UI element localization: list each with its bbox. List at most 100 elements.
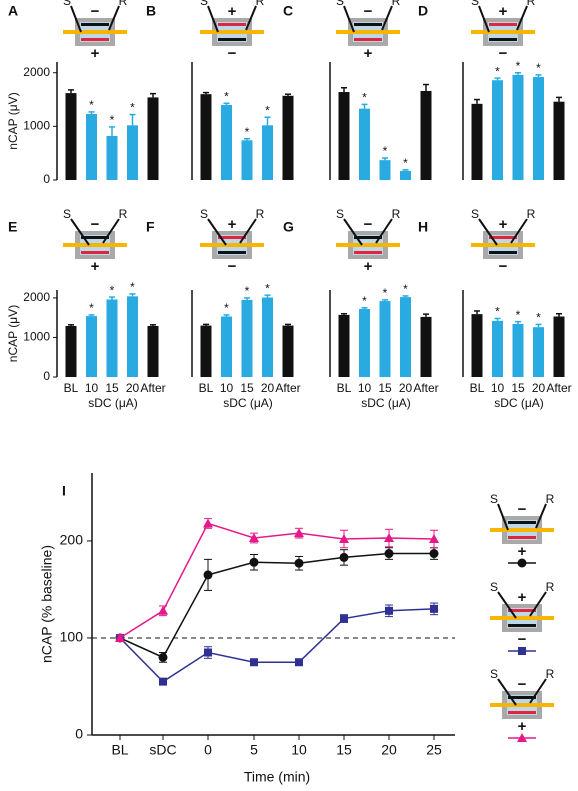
significance: * [245,125,250,139]
series-line [119,522,435,639]
polarity: − [499,45,508,62]
x-axis-label: sDC (μA) [494,396,544,410]
electrode-plate [489,251,517,254]
bar [553,316,565,377]
bar [420,90,432,180]
electrode-plate [218,236,246,239]
electrode-s: S [63,0,71,8]
x-tick-label: 15 [511,381,525,395]
rec-electrode [516,5,528,31]
panel-label: E [8,219,17,235]
significance: * [495,305,500,319]
stim-electrode [497,678,517,706]
nerve [336,243,400,247]
series-line [119,552,434,659]
x-tick-label: 15 [378,381,392,395]
bar [492,320,503,377]
polarity: − [91,3,100,20]
x-axis-label: sDC (μA) [223,396,273,410]
significance: * [265,281,270,295]
stim-electrode [70,218,90,246]
polarity: − [364,3,373,20]
marker [295,658,303,667]
electrode-plate [489,38,517,41]
nerve [471,243,535,247]
electrode-plate [354,38,382,41]
y-axis-label: nCAP (μV) [6,92,20,149]
rec-electrode [510,218,528,244]
electrode-plate [81,251,109,254]
bar [241,140,253,180]
electrode-s: S [200,0,208,8]
electrode-plate [508,609,536,612]
stim-electrode [343,218,363,246]
x-tick-label: 10 [358,381,372,395]
bar [512,324,524,377]
y-tick-label: 2000 [23,65,50,79]
x-tick-label: 20 [126,381,140,395]
marker [203,518,213,528]
electrode-s: S [471,207,479,221]
y-axis-label: nCAP (% baseline) [39,545,55,663]
significance: * [516,59,521,73]
electrode-r: R [546,492,555,506]
electrode-r: R [527,207,536,221]
x-tick-label: 10 [291,742,307,758]
electrode-r: R [546,580,555,594]
electrode-plate [508,711,536,714]
bar [147,97,159,180]
stim-electrode [70,5,82,33]
nerve [490,528,554,532]
x-tick-label: sDC [149,742,176,758]
y-axis-label: nCAP (μV) [6,305,20,362]
x-tick-label: 15 [105,381,119,395]
polarity: − [364,216,373,233]
panel-label: B [146,3,156,19]
significance: * [265,103,270,117]
polarity: − [518,631,527,648]
significance: * [110,283,115,297]
x-tick-label: BL [64,381,79,395]
electrode-r: R [256,207,265,221]
significance: * [110,113,115,127]
x-tick-label: 20 [399,381,413,395]
electrode-plate [81,23,109,26]
marker [249,533,259,543]
significance: * [495,64,500,78]
bar [400,297,411,377]
x-axis-label: sDC (μA) [88,396,138,410]
bar [221,316,232,377]
bar [533,327,544,377]
electrode-plate [508,536,536,539]
bar [471,314,483,377]
panel-label: A [8,3,18,19]
polarity: − [228,258,237,275]
electrode-plate [218,38,246,41]
polarity: + [228,216,237,233]
electrode-s: S [471,0,479,8]
electrode-plate [508,624,536,627]
stim-electrode [497,591,517,619]
bar [338,314,350,377]
bar [86,316,97,377]
significance: * [224,301,229,315]
marker [385,606,393,615]
bar [492,80,503,180]
nerve [490,616,554,620]
bar [553,101,565,180]
rec-electrode [102,218,120,244]
marker [158,605,168,615]
bar [262,125,273,180]
marker [430,604,438,613]
marker [339,552,349,562]
electrode-s: S [490,667,498,681]
significance: * [362,294,367,308]
electrode-r: R [256,0,265,8]
x-tick-label: 10 [491,381,505,395]
electrode-s: S [490,580,498,594]
electrode-plate [354,236,382,239]
electrode-plate [354,251,382,254]
polarity: − [499,258,508,275]
bar [379,160,391,180]
electrode-r: R [119,207,128,221]
